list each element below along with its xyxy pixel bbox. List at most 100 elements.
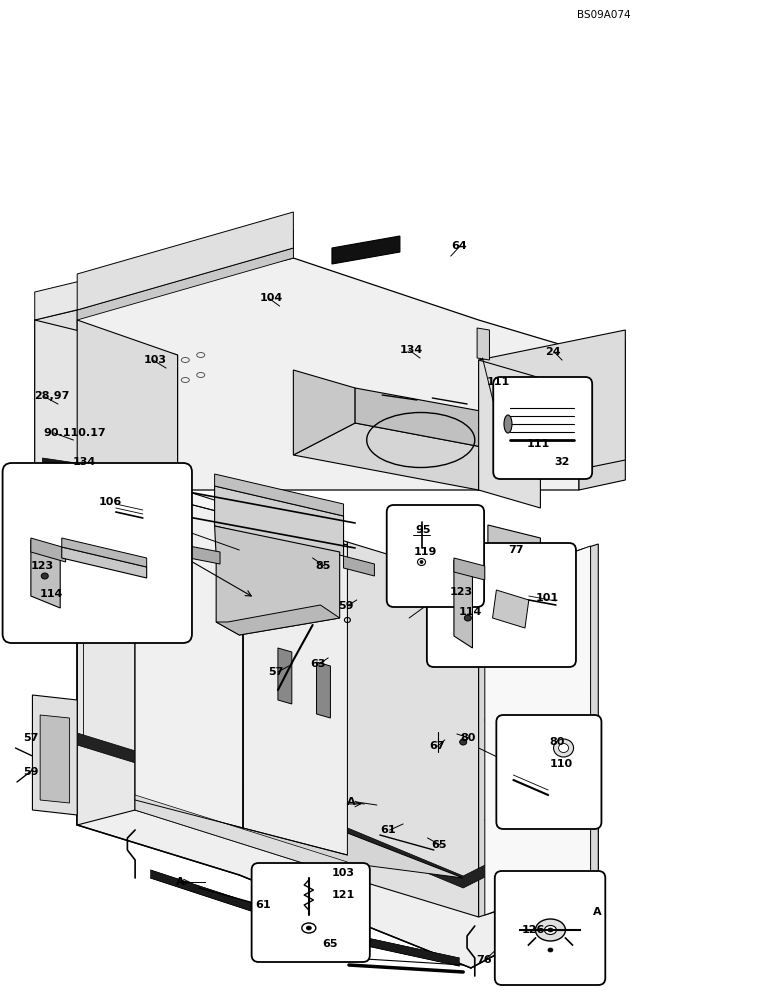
Polygon shape [579,340,625,490]
Polygon shape [135,795,347,877]
Text: 65: 65 [431,840,446,850]
Text: 80: 80 [460,733,476,743]
Text: 119: 119 [414,547,437,557]
Polygon shape [347,542,479,917]
Text: 90.110.17: 90.110.17 [43,428,106,438]
Ellipse shape [548,948,553,952]
Text: 61: 61 [255,900,270,910]
Text: 76: 76 [476,955,492,965]
Polygon shape [77,475,135,825]
Polygon shape [77,320,178,525]
Polygon shape [485,546,591,915]
FancyBboxPatch shape [252,863,370,962]
Text: 134: 134 [400,345,423,355]
Polygon shape [31,538,66,562]
Polygon shape [35,310,77,490]
Polygon shape [479,330,625,490]
Polygon shape [77,248,293,320]
Polygon shape [215,474,344,516]
Polygon shape [135,490,243,828]
Polygon shape [493,590,529,628]
Ellipse shape [544,926,557,934]
FancyBboxPatch shape [427,543,576,667]
Polygon shape [477,556,556,583]
Polygon shape [31,540,60,608]
FancyBboxPatch shape [495,871,605,985]
Ellipse shape [504,415,512,433]
Polygon shape [35,258,579,490]
Polygon shape [243,518,347,855]
Text: 123: 123 [31,561,54,571]
Polygon shape [77,733,598,888]
Ellipse shape [459,739,467,745]
Polygon shape [278,648,292,704]
Text: 126: 126 [522,925,545,935]
Text: 106: 106 [99,497,122,507]
Ellipse shape [548,928,553,932]
Text: 111: 111 [527,439,550,449]
Text: 110: 110 [550,759,573,769]
Text: 114: 114 [459,607,482,617]
Polygon shape [340,932,459,966]
Text: 59: 59 [338,601,354,611]
Ellipse shape [536,919,565,941]
Ellipse shape [420,560,423,564]
Polygon shape [135,798,463,878]
Text: 104: 104 [259,293,283,303]
Polygon shape [488,525,540,567]
Text: 24: 24 [545,347,560,357]
Ellipse shape [464,615,472,621]
FancyBboxPatch shape [496,715,601,829]
Polygon shape [215,486,344,556]
Polygon shape [189,546,220,564]
Polygon shape [135,475,347,877]
Polygon shape [479,422,540,490]
Polygon shape [293,423,540,490]
Polygon shape [35,320,178,525]
Text: 67: 67 [429,741,445,751]
Polygon shape [317,662,330,718]
Text: 28,97: 28,97 [34,391,69,401]
Text: A: A [347,797,356,807]
Polygon shape [344,556,374,576]
Text: 123: 123 [449,587,472,597]
Polygon shape [479,544,598,917]
Polygon shape [216,605,340,635]
Polygon shape [62,538,147,567]
Polygon shape [454,560,472,648]
Polygon shape [77,745,598,968]
Text: 95: 95 [415,525,431,535]
Polygon shape [62,547,147,578]
Polygon shape [454,558,485,580]
Polygon shape [151,870,340,940]
Ellipse shape [306,926,311,930]
Polygon shape [293,370,355,455]
Text: 134: 134 [73,457,96,467]
Text: 63: 63 [310,659,326,669]
Polygon shape [32,695,77,815]
Text: 101: 101 [536,593,559,603]
Text: 80: 80 [550,737,565,747]
Text: 57: 57 [23,733,39,743]
FancyBboxPatch shape [2,463,192,643]
Polygon shape [42,458,124,488]
Ellipse shape [559,744,568,752]
Text: 103: 103 [332,868,355,878]
Polygon shape [332,236,400,264]
Text: 77: 77 [508,545,523,555]
Text: 57: 57 [269,667,284,677]
Polygon shape [77,212,293,310]
Polygon shape [35,230,293,320]
Polygon shape [215,526,340,635]
Text: 85: 85 [315,561,330,571]
Text: 65: 65 [323,939,338,949]
Text: 61: 61 [380,825,395,835]
Text: A: A [593,907,601,917]
Text: 64: 64 [451,241,466,251]
FancyBboxPatch shape [387,505,484,607]
Ellipse shape [41,573,49,579]
Ellipse shape [554,739,574,757]
Text: 59: 59 [23,767,39,777]
Polygon shape [40,715,69,803]
Text: 111: 111 [486,377,510,387]
